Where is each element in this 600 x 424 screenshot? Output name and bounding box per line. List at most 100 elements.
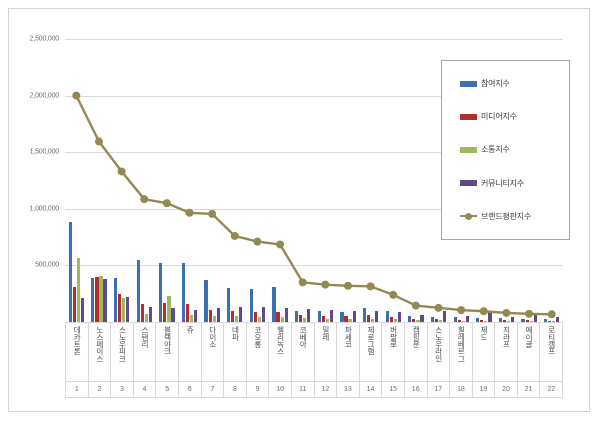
bar-2 — [529, 321, 533, 322]
bar-3 — [284, 307, 288, 322]
bar-3 — [329, 310, 334, 322]
x-axis-category-label: 스노우라인 — [434, 326, 443, 363]
bar-0 — [181, 262, 186, 322]
x-axis-rank-label: 1 — [66, 381, 88, 397]
chart-frame: 2,500,000 2,000,000 1,500,000 1,000,000 500,… — [8, 8, 590, 412]
legend-label: 참여지수 — [481, 79, 510, 89]
bar-0 — [113, 277, 118, 322]
bar-1 — [299, 315, 303, 322]
bar-group — [359, 39, 382, 322]
bar-1 — [231, 311, 235, 322]
x-axis-category-label: 제로그램 — [366, 326, 375, 355]
bar-group — [223, 39, 246, 322]
bar-0 — [159, 262, 163, 322]
bar-group — [473, 39, 496, 322]
bar-1 — [367, 315, 371, 322]
bar-group — [88, 39, 111, 322]
x-axis-category-label: 스노우피크 — [118, 326, 126, 363]
bar-0 — [408, 315, 412, 322]
x-axis-category-label: 버팔로 — [389, 326, 398, 348]
bar-3 — [397, 311, 401, 322]
bar-1 — [276, 312, 280, 322]
bar-0 — [91, 277, 95, 322]
x-axis-category-table: 데카트론 1 노스페이스 2 스노우피크 3 스탠리 4 블랙야크 5 쥬 6 다이소 7 네파 8 코오롱 9 헬… — [65, 322, 564, 398]
bar-2 — [348, 318, 352, 322]
x-axis-column: 다이소 7 — [201, 322, 225, 398]
bar-2 — [552, 321, 556, 322]
bar-1 — [185, 303, 190, 322]
x-axis-rank-label: 7 — [201, 381, 224, 397]
x-axis-rank-label: 22 — [540, 381, 563, 397]
x-axis-column: 버팔로 15 — [382, 322, 405, 398]
legend-swatch-icon — [460, 146, 477, 153]
bar-3 — [375, 311, 379, 322]
bar-group — [156, 39, 179, 322]
x-axis-category-label: 네파 — [231, 326, 239, 341]
x-axis-category-label: 헬리녹스 — [276, 326, 285, 355]
bar-2 — [76, 258, 80, 322]
legend-item[interactable]: 커뮤니티지수 — [460, 175, 569, 191]
x-axis-category-label: 제드 — [479, 326, 488, 341]
bar-group — [110, 39, 133, 322]
bar-0 — [453, 317, 457, 322]
bar-1 — [548, 320, 552, 322]
x-axis-rank-label: 9 — [246, 381, 269, 397]
x-axis-column: 블랙야크 5 — [156, 322, 179, 398]
bar-1 — [95, 276, 99, 322]
x-axis-rank-label: 6 — [178, 381, 201, 397]
legend-item[interactable]: 브랜드평판지수 — [460, 208, 569, 224]
bar-group — [246, 39, 269, 322]
legend-item[interactable]: 참여지수 — [460, 76, 569, 92]
x-axis-column: 밀레 12 — [314, 322, 338, 398]
bar-3 — [556, 317, 560, 322]
x-axis-column: 힐레베르그 18 — [450, 322, 473, 398]
bar-group — [495, 39, 518, 322]
y-axis-tick-label: 2,500,000 — [29, 35, 60, 43]
x-axis-column: 노스페이스 2 — [88, 322, 112, 398]
bar-0 — [227, 288, 231, 322]
legend-item[interactable]: 미디어지수 — [460, 109, 569, 125]
legend-label: 커뮤니티지수 — [481, 178, 524, 188]
legend-swatch-icon — [460, 113, 477, 120]
bar-3 — [126, 296, 130, 322]
x-axis-column: 지라프 20 — [495, 322, 518, 398]
bar-1 — [480, 319, 484, 322]
x-axis-column: 코오롱 9 — [246, 322, 270, 398]
x-axis-rank-label: 12 — [314, 381, 337, 397]
bar-2 — [393, 319, 397, 322]
bar-2 — [257, 316, 262, 322]
bar-3 — [420, 315, 424, 322]
bar-2 — [371, 318, 375, 322]
bar-0 — [362, 308, 367, 322]
x-axis-category-label: 에이글 — [524, 326, 533, 348]
bar-0 — [317, 311, 321, 322]
bar-1 — [389, 316, 393, 322]
bar-2 — [167, 295, 171, 322]
x-axis-column: 로티캠프 22 — [540, 322, 564, 398]
bar-1 — [321, 315, 325, 322]
x-axis-column: 제로그램 14 — [359, 322, 383, 398]
bar-0 — [476, 317, 480, 322]
legend-label: 미디어지수 — [481, 112, 517, 122]
bar-group — [314, 39, 337, 322]
bar-2 — [235, 316, 239, 322]
bar-group — [201, 39, 224, 322]
bar-3 — [488, 311, 492, 322]
bar-2 — [506, 320, 511, 322]
bar-3 — [194, 310, 198, 322]
bar-2 — [416, 319, 420, 322]
x-axis-category-label: 노스페이스 — [95, 326, 104, 363]
x-axis-category-label: 데카트론 — [72, 326, 81, 355]
bar-3 — [239, 307, 243, 322]
bar-2 — [280, 316, 284, 322]
y-axis-tick-label: 2,000,000 — [29, 92, 60, 100]
x-axis-category-label: 캠핑문 — [411, 326, 420, 348]
bar-0 — [136, 260, 140, 322]
bar-2 — [144, 314, 148, 322]
bar-3 — [216, 307, 220, 322]
bar-group — [337, 39, 360, 322]
legend-item[interactable]: 소통지수 — [460, 142, 569, 158]
